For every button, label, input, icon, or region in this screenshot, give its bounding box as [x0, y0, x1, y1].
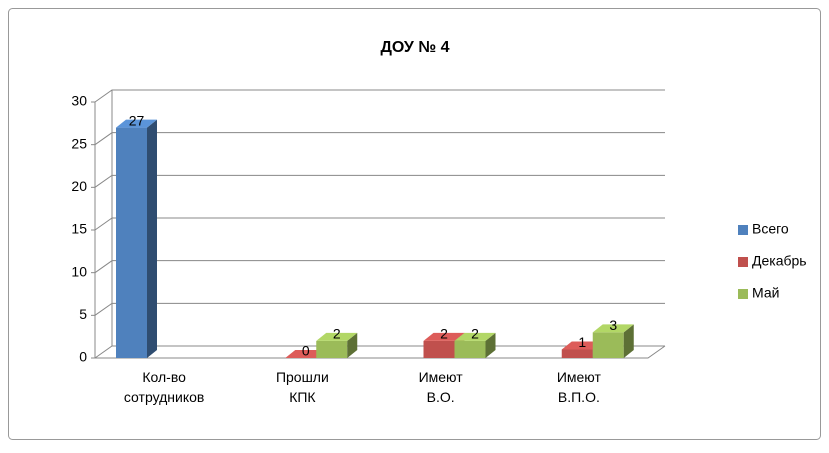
x-tick-label: Имеют В.П.О. — [557, 369, 602, 405]
legend-swatch — [738, 257, 748, 267]
y-tick-label: 20 — [71, 178, 87, 194]
grid-line — [94, 217, 665, 231]
y-tick-label: 15 — [71, 221, 87, 237]
bar-side — [347, 332, 358, 358]
legend-swatch — [738, 289, 748, 299]
bar-top — [592, 324, 634, 333]
y-tick-label: 30 — [71, 93, 87, 109]
data-label: 3 — [609, 317, 617, 333]
data-label: 1 — [578, 334, 586, 350]
bar — [454, 340, 486, 358]
data-label: 2 — [471, 326, 479, 342]
y-tick-label: 10 — [71, 263, 87, 279]
bar — [116, 127, 147, 358]
data-label: 2 — [333, 326, 341, 342]
bar — [316, 340, 348, 358]
bar-top — [561, 341, 603, 350]
x-tick-label-line: Имеют — [419, 369, 464, 385]
grid-line — [94, 174, 665, 188]
grid-line — [94, 89, 665, 103]
bar — [561, 349, 593, 358]
bar-side — [623, 324, 634, 358]
x-tick-label-line: Имеют — [557, 369, 602, 385]
floor — [95, 345, 666, 359]
x-tick-label-line: В.О. — [427, 389, 455, 405]
data-label: 27 — [129, 112, 145, 128]
y-tick-label: 25 — [71, 135, 87, 151]
bar — [592, 332, 624, 358]
bars — [116, 119, 634, 358]
x-tick-label: Имеют В.О. — [419, 369, 464, 405]
chart-title: ДОУ № 4 — [380, 39, 449, 56]
bar — [423, 340, 455, 358]
bar-side — [485, 332, 496, 358]
legend-label: Декабрь — [752, 253, 807, 269]
bar-top — [316, 332, 358, 341]
data-label: 0 — [302, 343, 310, 359]
data-label: 2 — [440, 326, 448, 342]
x-tick-label-line: В.П.О. — [558, 389, 600, 405]
x-tick-label-line: сотрудников — [124, 389, 204, 405]
bar-top — [454, 332, 496, 341]
bar-top — [423, 332, 465, 341]
bar-top — [116, 119, 157, 128]
y-tick-label: 5 — [79, 306, 87, 322]
legend-swatch — [738, 225, 748, 235]
bar-top — [285, 350, 327, 358]
x-tick-label: Кол-во сотрудников — [124, 369, 204, 405]
x-tick-label-line: Прошли — [276, 369, 329, 385]
x-tick-label-line: Кол-во — [142, 369, 186, 385]
grid-line — [94, 302, 665, 316]
legend-label: Май — [752, 285, 779, 301]
x-tick-label: Прошли КПК — [276, 369, 329, 405]
grid-line — [94, 132, 665, 146]
bar-side — [147, 119, 157, 358]
y-tick-label: 0 — [79, 349, 87, 365]
x-tick-label-line: КПК — [289, 389, 316, 405]
legend-label: Всего — [752, 221, 789, 237]
grid-line — [94, 260, 665, 274]
